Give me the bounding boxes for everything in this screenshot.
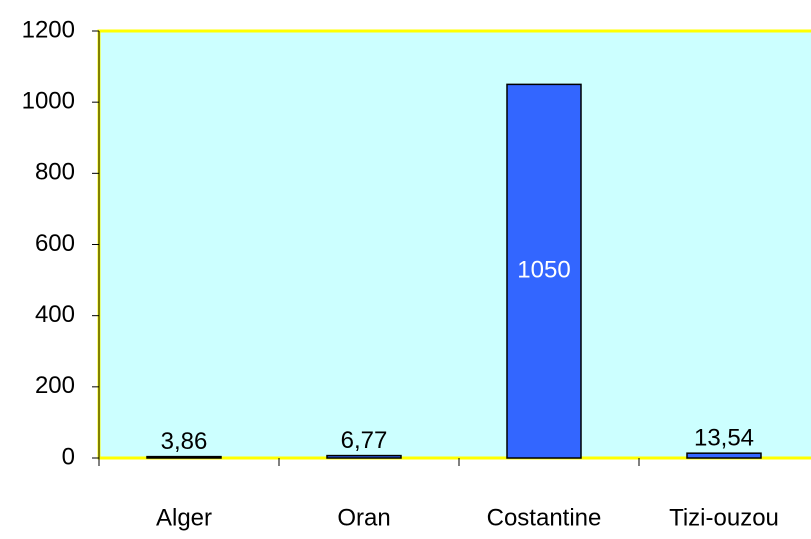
bar: [146, 455, 222, 459]
bar: [506, 83, 582, 459]
y-tick-label: 1200: [22, 16, 75, 43]
x-tick-label: Tizi-ouzou: [669, 504, 779, 531]
value-label: 1050: [517, 257, 570, 284]
value-label: 3,86: [161, 428, 208, 455]
plot-area: [97, 29, 811, 460]
x-tick-label: Oran: [337, 504, 390, 531]
bar: [686, 452, 762, 459]
value-label: 6,77: [341, 427, 388, 454]
y-tick-label: 0: [62, 443, 75, 470]
y-tick-label: 200: [35, 372, 75, 399]
bar: [326, 454, 402, 459]
y-tick-label: 600: [35, 230, 75, 257]
x-tick-label: Alger: [156, 504, 212, 531]
y-tick-label: 400: [35, 301, 75, 328]
value-label: 13,54: [694, 425, 754, 452]
x-tick-label: Costantine: [487, 504, 602, 531]
y-tick-label: 1000: [22, 88, 75, 115]
y-tick-label: 800: [35, 159, 75, 186]
